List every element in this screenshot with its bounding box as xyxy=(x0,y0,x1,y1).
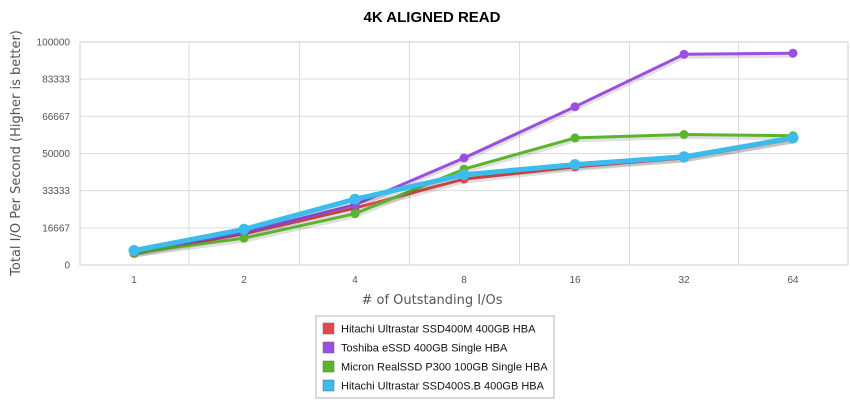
data-point xyxy=(787,132,799,144)
x-axis-label: # of Outstanding I/Os xyxy=(361,293,502,308)
data-point xyxy=(570,102,580,112)
x-tick-label: 16 xyxy=(569,275,581,286)
legend-swatch xyxy=(322,379,335,392)
y-tick-label: 50000 xyxy=(42,149,70,160)
chart-title: 4K ALIGNED READ xyxy=(364,9,501,26)
x-axis-ticks: 1 2 4 8 16 32 64 xyxy=(131,275,799,286)
gridlines xyxy=(79,41,848,266)
legend-label: Toshiba eSSD 400GB Single HBA xyxy=(341,343,508,355)
x-tick-label: 4 xyxy=(352,275,358,286)
y-axis-label: Total I/O Per Second (Higher is better) xyxy=(9,30,24,277)
data-point xyxy=(678,151,690,163)
data-point xyxy=(458,169,470,181)
data-point xyxy=(128,245,140,256)
legend-label: Hitachi Ultrastar SSD400M 400GB HBA xyxy=(341,324,536,336)
legend-swatch xyxy=(322,360,335,373)
legend-label: Hitachi Ultrastar SSD400S.B 400GB HBA xyxy=(341,381,545,393)
x-tick-label: 64 xyxy=(787,275,799,286)
y-tick-label: 66667 xyxy=(42,112,70,123)
data-point xyxy=(788,48,798,58)
y-tick-label: 83333 xyxy=(42,75,70,86)
y-tick-label: 16667 xyxy=(42,223,70,234)
data-point xyxy=(679,130,689,139)
x-tick-label: 2 xyxy=(241,275,247,286)
series-layer xyxy=(128,48,799,258)
series-3 xyxy=(128,132,799,256)
data-point xyxy=(238,223,250,235)
legend-swatch xyxy=(322,322,335,335)
data-point xyxy=(569,159,581,171)
data-point xyxy=(570,133,580,143)
y-tick-label: 33333 xyxy=(42,186,70,197)
data-point xyxy=(679,49,689,59)
data-point xyxy=(459,153,469,163)
y-axis-ticks: 0 16667 33333 50000 66667 83333 100000 xyxy=(37,38,71,272)
legend-box xyxy=(315,315,555,399)
x-tick-label: 8 xyxy=(461,275,467,286)
x-tick-label: 32 xyxy=(678,275,690,286)
data-point xyxy=(239,233,249,243)
series-line xyxy=(133,51,794,254)
legend-label: Micron RealSSD P300 100GB Single HBA xyxy=(341,362,548,374)
legend: Hitachi Ultrastar SSD400M 400GB HBA Toshi… xyxy=(315,315,555,399)
legend-swatch xyxy=(322,341,335,354)
data-point xyxy=(349,193,361,205)
data-point xyxy=(350,209,360,219)
y-tick-label: 100000 xyxy=(37,38,71,49)
plot-area xyxy=(79,41,849,266)
y-tick-label: 0 xyxy=(64,261,70,272)
x-tick-label: 1 xyxy=(131,275,137,286)
